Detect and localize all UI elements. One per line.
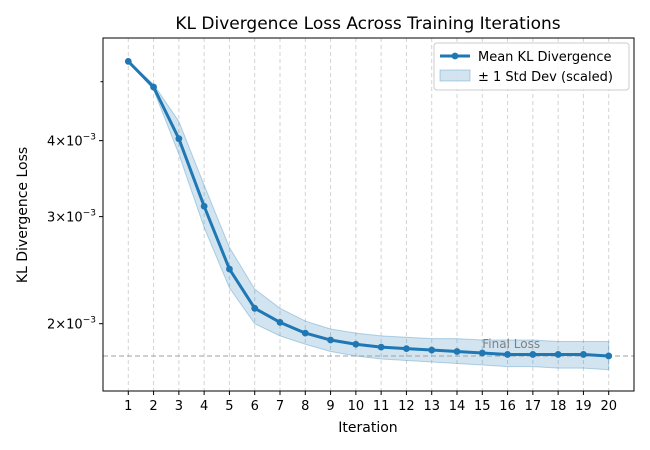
legend-label-mean: Mean KL Divergence bbox=[478, 50, 612, 65]
x-tick-label: 10 bbox=[348, 399, 365, 414]
data-point bbox=[529, 351, 537, 358]
series-group bbox=[124, 57, 613, 360]
x-tick-label: 1 bbox=[124, 399, 132, 414]
x-tick-label: 18 bbox=[550, 399, 567, 414]
data-point bbox=[605, 352, 613, 360]
y-axis: 2×10−3 3×10−3 4×10−3 bbox=[47, 81, 103, 333]
x-tick-label: 8 bbox=[301, 399, 309, 414]
x-tick-label: 16 bbox=[499, 399, 516, 414]
data-point bbox=[200, 202, 208, 210]
x-tick-label: 13 bbox=[423, 399, 440, 414]
x-grid bbox=[127, 38, 610, 391]
data-point bbox=[124, 57, 132, 65]
x-tick-label: 15 bbox=[474, 399, 491, 414]
x-tick-label: 2 bbox=[149, 399, 157, 414]
data-point bbox=[301, 329, 309, 337]
data-point bbox=[150, 83, 157, 91]
legend: Mean KL Divergence ± 1 Std Dev (scaled) bbox=[433, 42, 630, 91]
x-tick-label: 5 bbox=[225, 399, 233, 414]
x-tick-label: 4 bbox=[200, 399, 208, 414]
data-point bbox=[403, 345, 410, 352]
data-point bbox=[377, 343, 385, 351]
series-line-mean-kl bbox=[126, 59, 611, 358]
y-tick-label: 4×10−3 bbox=[47, 133, 96, 150]
x-tick-label: 6 bbox=[251, 399, 259, 414]
data-point bbox=[352, 340, 360, 348]
legend-marker-swatch bbox=[451, 52, 459, 60]
x-tick-label: 14 bbox=[449, 399, 466, 414]
data-point bbox=[226, 265, 233, 273]
x-tick-label: 11 bbox=[373, 399, 390, 414]
data-point bbox=[175, 135, 183, 143]
final-loss-label: Final Loss bbox=[482, 337, 540, 351]
legend-label-band: ± 1 Std Dev (scaled) bbox=[478, 70, 613, 85]
x-tick-label: 7 bbox=[276, 399, 284, 414]
x-tick-label: 19 bbox=[575, 399, 592, 414]
legend-box bbox=[433, 42, 630, 91]
data-point bbox=[580, 351, 587, 358]
legend-band-swatch bbox=[439, 69, 471, 82]
data-point bbox=[276, 318, 284, 326]
x-tick-label: 3 bbox=[175, 399, 183, 414]
x-axis-label: Iteration bbox=[338, 420, 397, 436]
data-point bbox=[453, 348, 461, 355]
data-point bbox=[554, 351, 562, 358]
y-tick-label: 3×10−3 bbox=[47, 209, 96, 226]
data-point bbox=[327, 336, 334, 344]
data-point bbox=[504, 351, 511, 358]
x-tick-label: 17 bbox=[525, 399, 542, 414]
plot-frame bbox=[102, 37, 635, 392]
x-tick-label: 9 bbox=[326, 399, 334, 414]
data-point bbox=[428, 346, 436, 354]
y-tick-label: 2×10−3 bbox=[47, 316, 96, 333]
y-axis-label: KL Divergence Loss bbox=[15, 147, 31, 283]
x-tick-label: 12 bbox=[398, 399, 415, 414]
data-point bbox=[251, 304, 259, 312]
x-axis: 1 2 3 4 5 6 7 8 9 10 11 12 13 14 15 16 17 18 19 20 bbox=[124, 391, 617, 414]
chart-title: KL Divergence Loss Across Training Itera… bbox=[175, 14, 560, 34]
data-point bbox=[478, 349, 486, 357]
x-tick-label: 20 bbox=[600, 399, 617, 414]
